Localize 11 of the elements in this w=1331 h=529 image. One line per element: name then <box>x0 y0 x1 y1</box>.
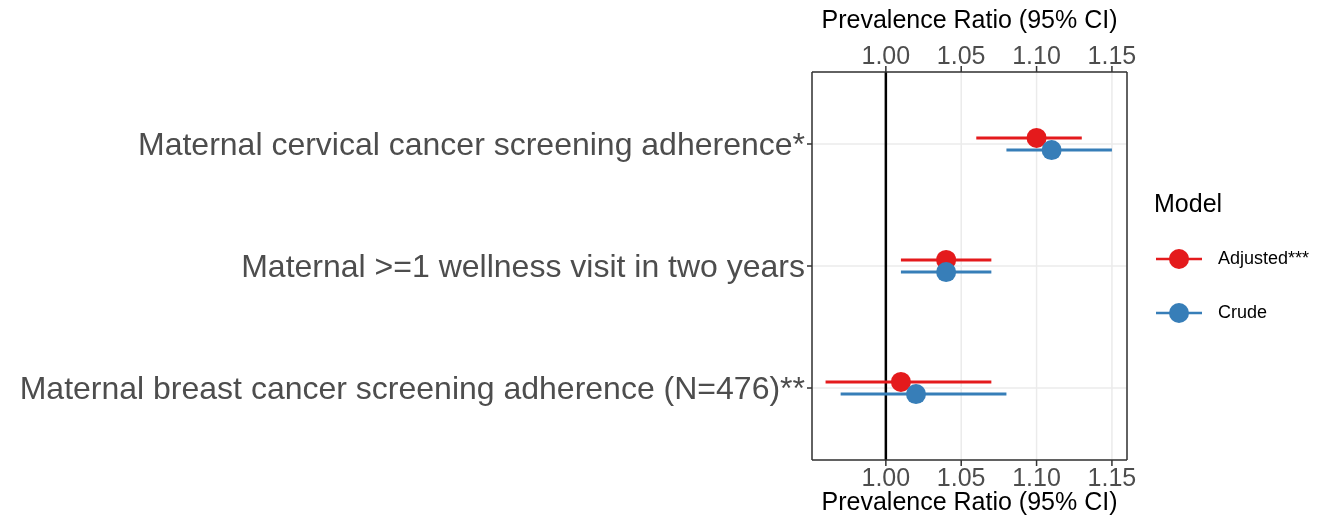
y-tick-label: Maternal >=1 wellness visit in two years <box>241 248 805 285</box>
y-tick-label: Maternal cervical cancer screening adherence* <box>137 126 805 163</box>
x2-tick-label: 1.15 <box>1087 41 1137 69</box>
x2-axis-title: Prevalence Ratio (95% CI) <box>821 4 1118 33</box>
legend-title: Model <box>1154 188 1224 218</box>
y-tick-label: Maternal breast cancer screening adherence (N=476)** <box>19 370 805 407</box>
legend-label: Adjusted*** <box>1218 248 1310 269</box>
x2-tick-label: 1.05 <box>936 41 986 69</box>
legend-label: Crude <box>1218 302 1268 323</box>
x2-tick-label: 1.10 <box>1012 41 1061 69</box>
x2-tick-label: 1.00 <box>861 41 911 69</box>
